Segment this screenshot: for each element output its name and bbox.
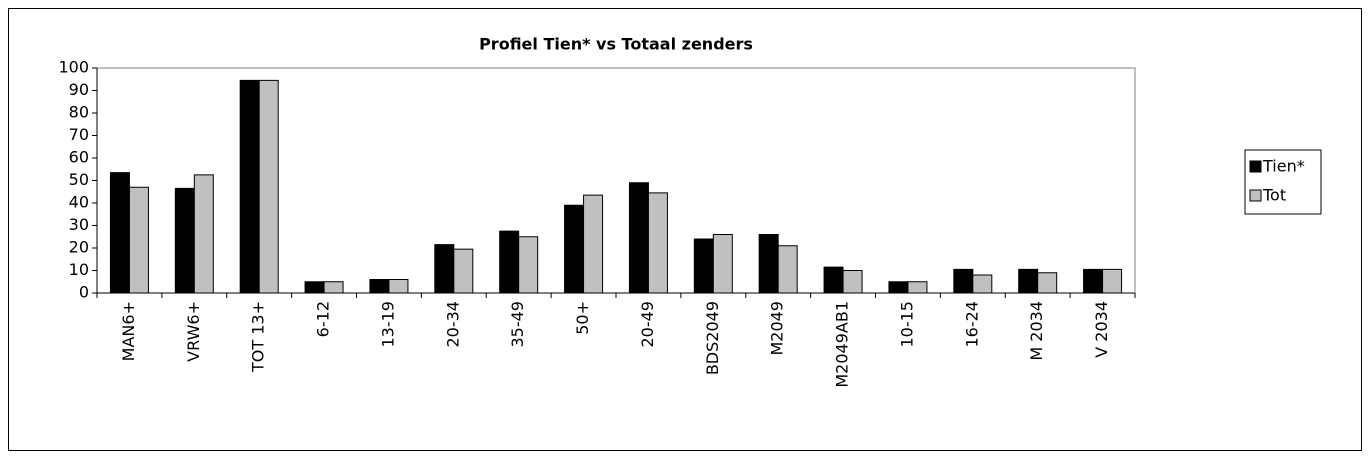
x-tick-label: M2049AB1: [833, 301, 852, 388]
bar: [304, 281, 325, 294]
x-tick-label: 20-34: [443, 301, 462, 348]
bar: [1037, 272, 1058, 294]
y-tick-label: 60: [69, 148, 89, 167]
x-tick-label: V 2034: [1092, 301, 1111, 358]
x-tick-label: M2049: [768, 301, 787, 356]
x-tick-label: VRW6+: [184, 301, 203, 362]
bar: [1018, 268, 1039, 294]
chart-title: Profiel Tien* vs Totaal zenders: [479, 35, 753, 54]
legend-box: [1244, 149, 1322, 215]
y-tick-label: 80: [69, 103, 89, 122]
x-tick-label: 35-49: [508, 301, 527, 348]
chart-border: [8, 8, 1362, 451]
legend-label: Tien*: [1262, 157, 1305, 176]
x-tick-label: 50+: [573, 301, 592, 335]
bar: [434, 244, 455, 294]
x-tick-label: 13-19: [378, 301, 397, 348]
bar: [323, 281, 344, 294]
bar: [647, 192, 668, 294]
y-tick-label: 70: [69, 125, 89, 144]
x-tick-label: TOT 13+: [249, 301, 268, 373]
bar: [388, 279, 409, 294]
legend-label: Tot: [1262, 186, 1286, 205]
bar: [109, 172, 130, 294]
bar: [842, 270, 863, 294]
legend-swatch: [1249, 160, 1262, 173]
x-tick-label: 10-15: [897, 301, 916, 348]
y-tick-label: 0: [79, 283, 89, 302]
x-tick-label: MAN6+: [119, 301, 138, 361]
x-tick-label: 6-12: [314, 301, 333, 337]
bar: [518, 236, 539, 294]
bar: [239, 79, 260, 294]
bar: [128, 186, 149, 294]
bar: [693, 238, 714, 294]
bar: [777, 245, 798, 294]
y-tick-label: 100: [58, 58, 89, 77]
bar: [583, 194, 604, 294]
bar: [758, 234, 779, 294]
legend-swatch: [1249, 189, 1262, 202]
x-tick-label: M 2034: [1027, 301, 1046, 361]
bar: [258, 79, 279, 294]
bar: [453, 248, 474, 294]
bar: [564, 204, 585, 294]
x-tick-label: 16-24: [962, 301, 981, 348]
bar: [1083, 268, 1104, 294]
bar: [369, 279, 390, 294]
bar: [907, 281, 928, 294]
bar: [628, 182, 649, 294]
bar: [193, 174, 214, 294]
y-tick-label: 50: [69, 170, 89, 189]
bar: [953, 268, 974, 294]
bar: [823, 266, 844, 294]
y-tick-label: 20: [69, 238, 89, 257]
bar: [888, 281, 909, 294]
y-tick-label: 30: [69, 215, 89, 234]
x-tick-label: BDS2049: [703, 301, 722, 375]
bar: [712, 234, 733, 294]
bar: [972, 274, 993, 294]
bar: [1102, 268, 1123, 294]
bar: [174, 187, 195, 294]
x-tick-label: 20-49: [638, 301, 657, 348]
y-tick-label: 90: [69, 80, 89, 99]
y-tick-label: 40: [69, 193, 89, 212]
bar: [499, 230, 520, 294]
y-tick-label: 10: [69, 260, 89, 279]
